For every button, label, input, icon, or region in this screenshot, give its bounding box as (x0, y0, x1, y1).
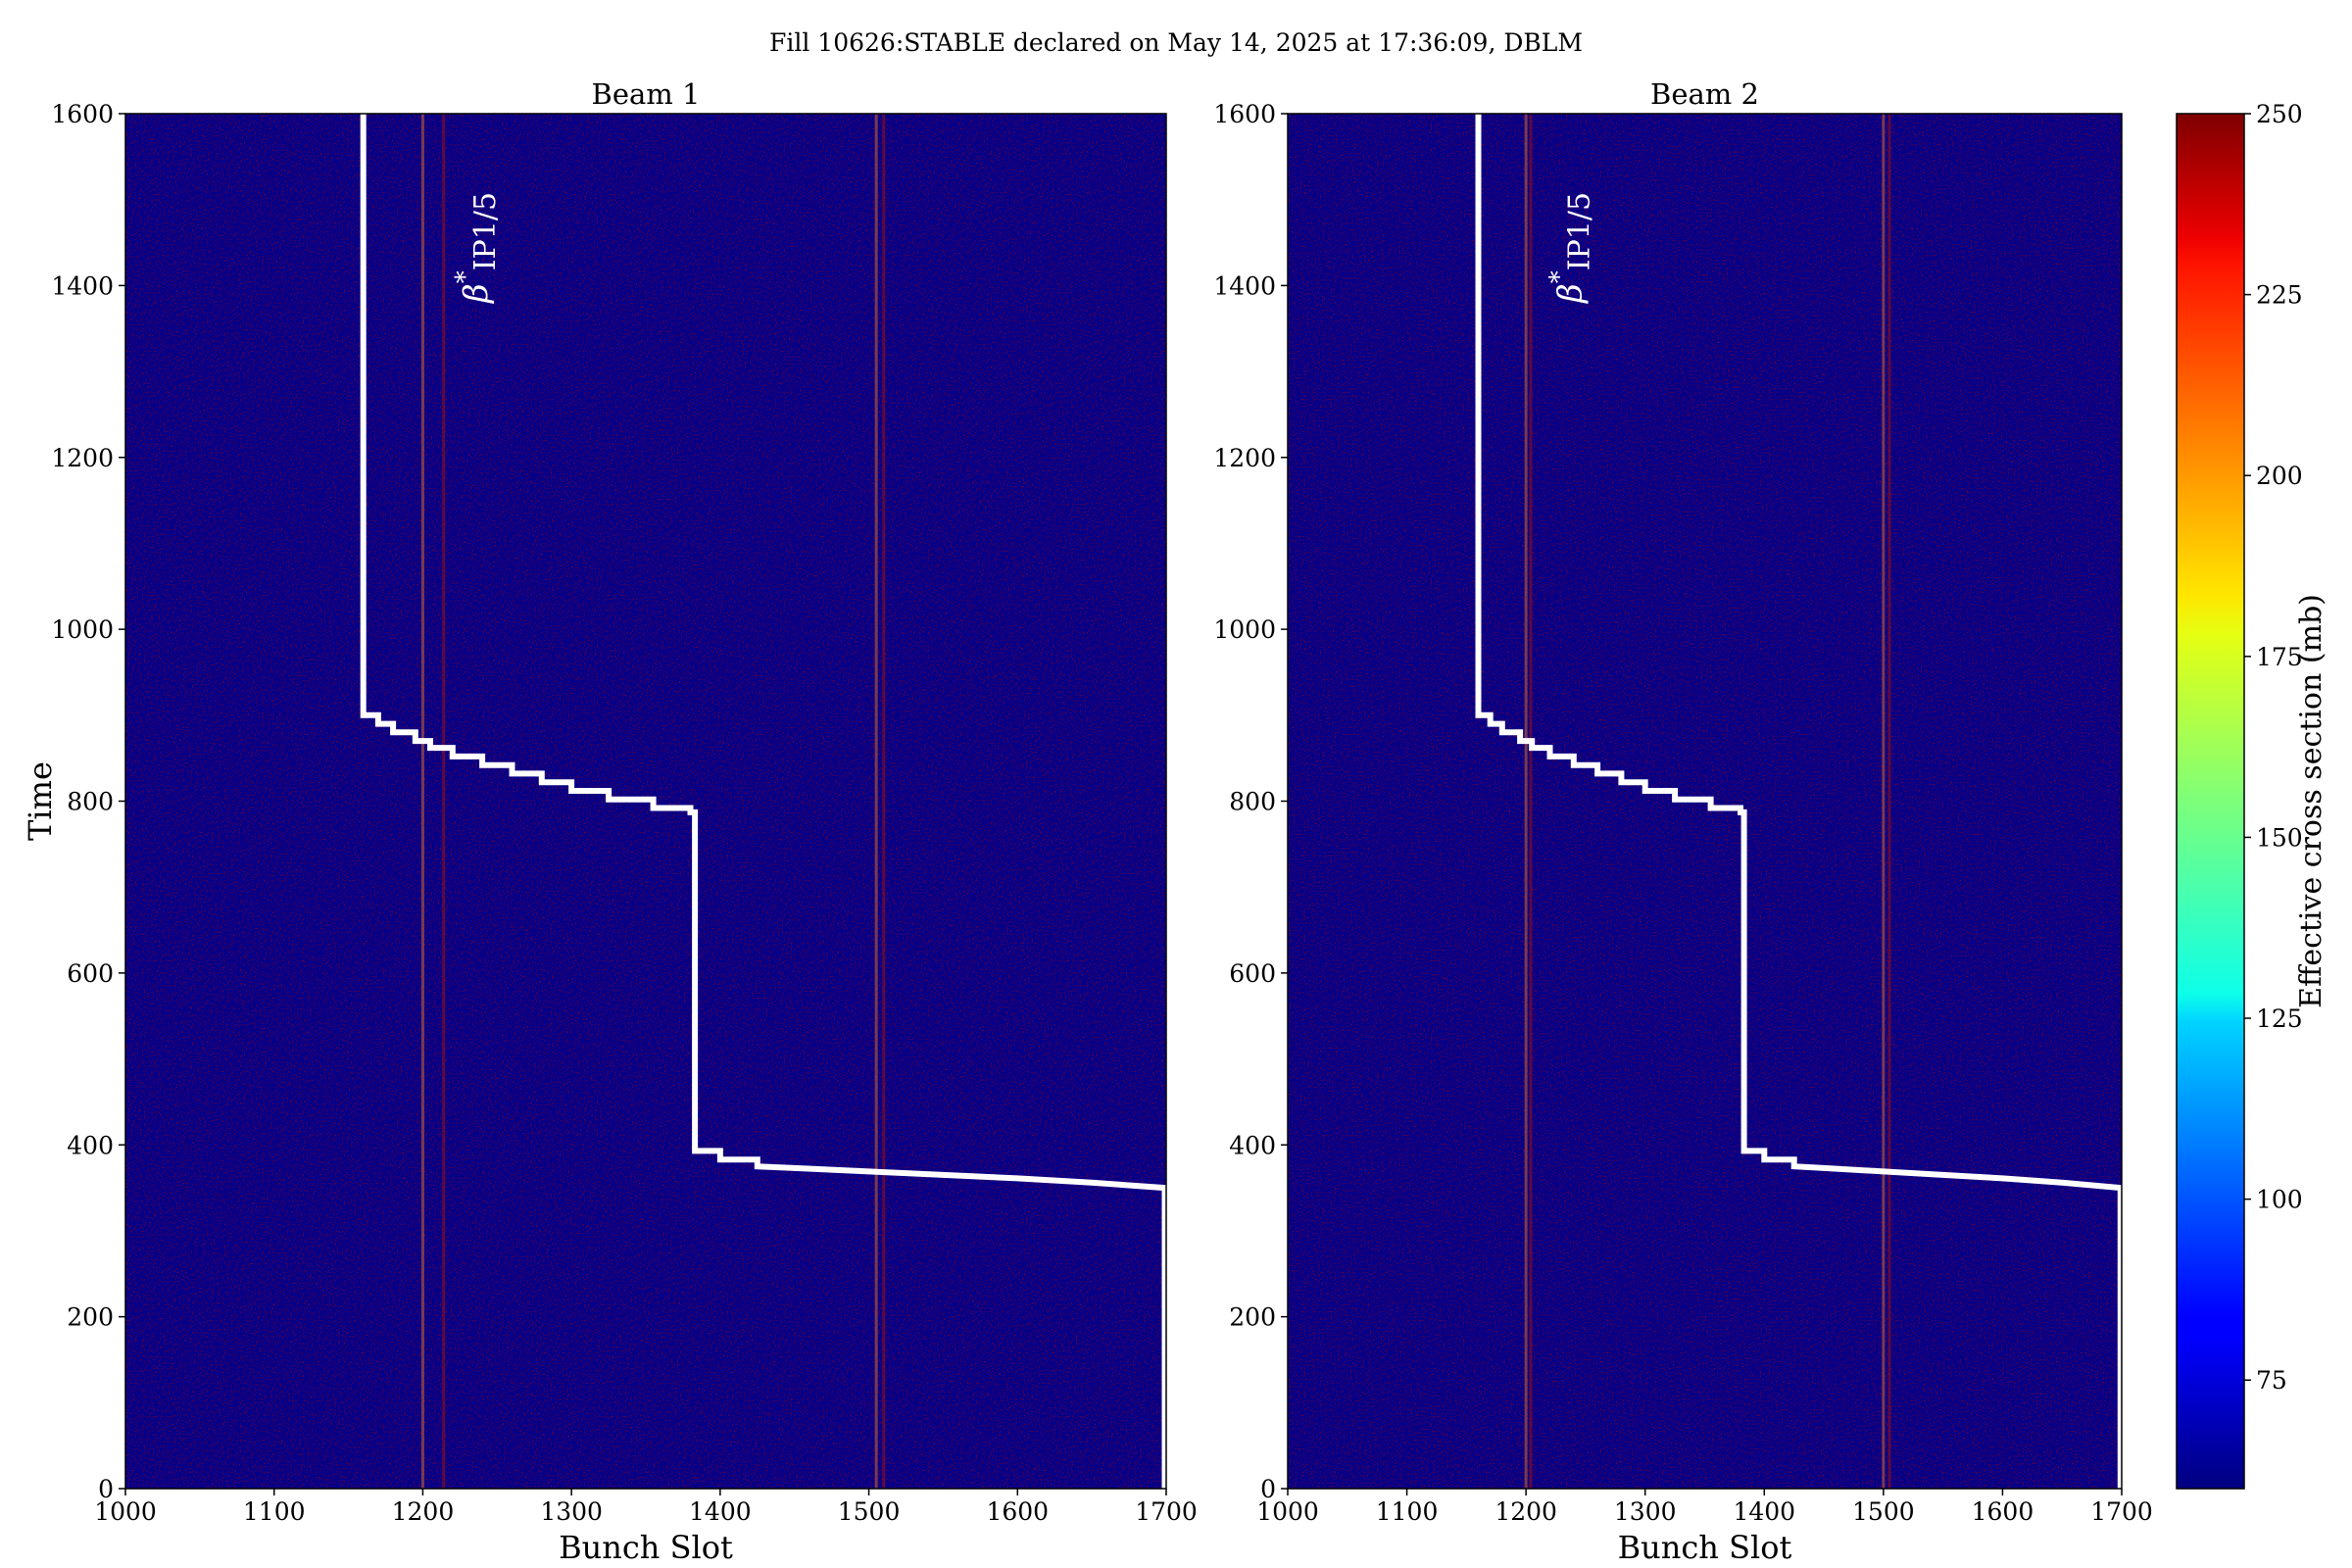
subplot-title: Beam 1 (592, 77, 701, 111)
y-tick-label: 1400 (51, 271, 114, 300)
y-tick-label: 200 (1229, 1303, 1276, 1332)
y-axis-label: Time (22, 761, 59, 841)
y-axis-ticks: 0 200 400 600 800 1000 1200 1400 1600 (1213, 100, 1288, 1503)
beta-star-label: β*IP1/5 (1545, 192, 1597, 305)
y-tick-label: 800 (67, 788, 114, 816)
y-tick-label: 1000 (51, 615, 114, 644)
y-tick-label: 1200 (1213, 444, 1276, 472)
y-tick-label: 400 (1229, 1131, 1276, 1159)
beta-star-annotation: β*IP1/5 (451, 192, 503, 305)
x-tick-label: 1400 (689, 1497, 752, 1526)
subplot-title: Beam 2 (1650, 77, 1759, 111)
beta-star-step-line (1475, 114, 2124, 1489)
y-tick-label: 200 (67, 1303, 114, 1332)
y-tick-label: 1200 (51, 444, 114, 472)
x-axis-label: Bunch Slot (1618, 1529, 1792, 1566)
y-tick-label: 0 (1260, 1475, 1276, 1503)
beta-star-label: β*IP1/5 (451, 192, 503, 305)
heatmap-stripe (1524, 114, 1528, 1489)
x-tick-label: 1000 (1256, 1497, 1319, 1526)
x-tick-label: 1400 (1733, 1497, 1795, 1526)
heatmap-stripe (442, 114, 446, 1489)
colorbar-label: Effective cross section (mb) (2294, 594, 2328, 1008)
x-tick-label: 1100 (243, 1497, 306, 1526)
y-tick-label: 600 (67, 959, 114, 988)
y-tick-label: 600 (1229, 959, 1276, 988)
y-tick-label: 800 (1229, 788, 1276, 816)
colorbar-tick-label: 175 (2256, 643, 2303, 671)
heatmap-stripes (1524, 114, 1891, 1489)
colorbar-ticks: 75 100 125 150 175 200 225 250 (2244, 100, 2303, 1395)
heatmap-stripe (1887, 114, 1891, 1489)
x-tick-label: 1500 (1852, 1497, 1915, 1526)
colorbar-tick-label: 125 (2256, 1004, 2303, 1033)
x-tick-label: 1500 (838, 1497, 901, 1526)
heatmap-stripe (1882, 114, 1886, 1489)
y-tick-label: 1600 (1213, 100, 1276, 128)
x-tick-label: 1300 (1614, 1497, 1677, 1526)
y-axis-ticks: 0 200 400 600 800 1000 1200 1400 1600 (51, 100, 125, 1503)
beta-star-annotation: β*IP1/5 (1545, 192, 1597, 305)
colorbar: 75 100 125 150 175 200 225 250 Effective cross … (2176, 100, 2328, 1490)
colorbar-tick-label: 225 (2256, 281, 2303, 310)
heatmap-stripe (1529, 114, 1533, 1489)
x-axis-label: Bunch Slot (559, 1529, 733, 1566)
beta-star-step-line (360, 114, 1168, 1489)
x-tick-label: 1700 (1135, 1497, 1198, 1526)
heatmap-stripes (420, 114, 886, 1489)
x-tick-label: 1000 (94, 1497, 157, 1526)
y-tick-label: 1600 (51, 100, 114, 128)
figure-title: Fill 10626:STABLE declared on May 14, 20… (769, 28, 1583, 57)
colorbar-tick-label: 100 (2256, 1186, 2303, 1214)
x-axis-ticks: 1000 1100 1200 1300 1400 1500 1600 1700 (1256, 1489, 2153, 1526)
colorbar-tick-label: 75 (2256, 1366, 2287, 1395)
colorbar-tick-label: 200 (2256, 462, 2303, 490)
x-tick-label: 1300 (540, 1497, 603, 1526)
heatmap-stripe (874, 114, 878, 1489)
colorbar-tick-label: 150 (2256, 823, 2303, 852)
x-tick-label: 1100 (1376, 1497, 1439, 1526)
x-tick-label: 1600 (986, 1497, 1049, 1526)
x-tick-label: 1700 (2090, 1497, 2153, 1526)
x-tick-label: 1200 (1494, 1497, 1557, 1526)
y-tick-label: 1000 (1213, 615, 1276, 644)
x-tick-label: 1600 (1972, 1497, 2034, 1526)
heatmap-stripe (882, 114, 886, 1489)
y-tick-label: 1400 (1213, 271, 1276, 300)
heatmap-stripe (420, 114, 424, 1489)
colorbar-tick-label: 250 (2256, 100, 2303, 128)
beam-2-panel: β*IP1/5 1000 1100 1200 1300 1400 1500 1600 1700… (1213, 77, 2152, 1566)
y-tick-label: 0 (98, 1475, 114, 1503)
x-tick-label: 1200 (392, 1497, 455, 1526)
x-axis-ticks: 1000 1100 1200 1300 1400 1500 1600 1700 (94, 1489, 1198, 1526)
colorbar-gradient (2176, 113, 2245, 1490)
y-tick-label: 400 (67, 1131, 114, 1159)
beam-1-panel: β*IP1/5 1000 1100 1200 1300 1400 1500 1600 1700… (22, 77, 1198, 1566)
